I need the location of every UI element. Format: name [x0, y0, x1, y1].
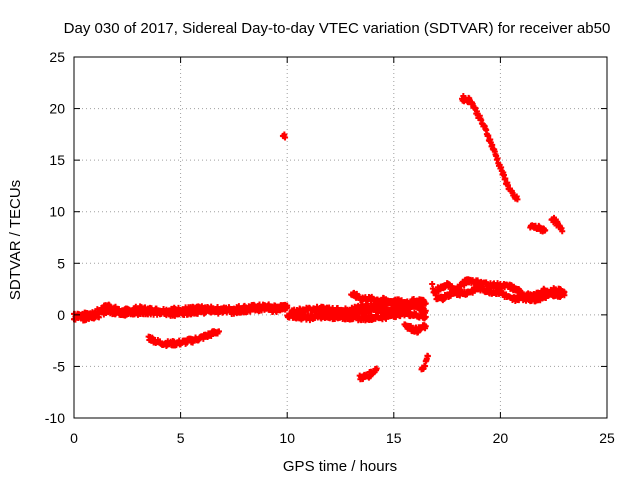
y-tick-label: 0 [57, 307, 65, 323]
data-point [215, 328, 222, 335]
data-series-11 [418, 352, 431, 373]
y-tick-label: 10 [49, 204, 65, 220]
data-point [284, 302, 291, 309]
data-series-15 [527, 222, 549, 235]
data-point [420, 297, 427, 304]
x-tick-label: 10 [279, 430, 295, 446]
y-tick-label: -10 [45, 410, 65, 426]
data-point [542, 227, 549, 234]
data-series-7 [316, 307, 429, 324]
data-point [422, 313, 429, 320]
data-point [472, 105, 479, 112]
y-tick-label: 15 [49, 152, 65, 168]
data-point [502, 175, 509, 182]
y-axis-label: SDTVAR / TECUs [7, 180, 24, 300]
plot-frame [73, 56, 608, 419]
x-tick-label: 0 [70, 430, 78, 446]
x-tick-label: 20 [493, 430, 509, 446]
y-tick-label: 25 [49, 49, 65, 65]
data-point [424, 353, 431, 360]
grid-lines [74, 57, 607, 418]
data-point [422, 307, 429, 314]
chart-title: Day 030 of 2017, Sidereal Day-to-day VTE… [64, 20, 611, 37]
data-series-10 [401, 321, 429, 336]
data-point [282, 134, 289, 141]
x-tick-label: 15 [386, 430, 402, 446]
y-tick-label: 5 [57, 255, 65, 271]
data-series-16 [548, 214, 566, 235]
x-tick-label: 25 [599, 430, 615, 446]
data-point [514, 196, 521, 203]
data-series-2 [71, 301, 291, 323]
data-point [373, 365, 380, 372]
data-point [422, 323, 429, 330]
data-series-9 [356, 365, 380, 383]
data-point [561, 289, 568, 296]
data-layer [71, 93, 568, 383]
x-axis-label: GPS time / hours [283, 458, 397, 475]
axis-ticks: 0 5 10 15 20 25 -10 -5 0 5 10 15 20 25 [45, 49, 615, 446]
y-tick-label: 20 [49, 101, 65, 117]
data-series-4 [279, 131, 289, 141]
data-series-8 [348, 289, 427, 308]
data-point [559, 228, 566, 235]
x-tick-label: 5 [177, 430, 185, 446]
data-series-3 [145, 328, 222, 349]
data-series-12 [429, 276, 568, 304]
y-tick-label: -5 [53, 358, 66, 374]
data-series-14 [459, 93, 521, 203]
data-series-13 [433, 280, 568, 305]
